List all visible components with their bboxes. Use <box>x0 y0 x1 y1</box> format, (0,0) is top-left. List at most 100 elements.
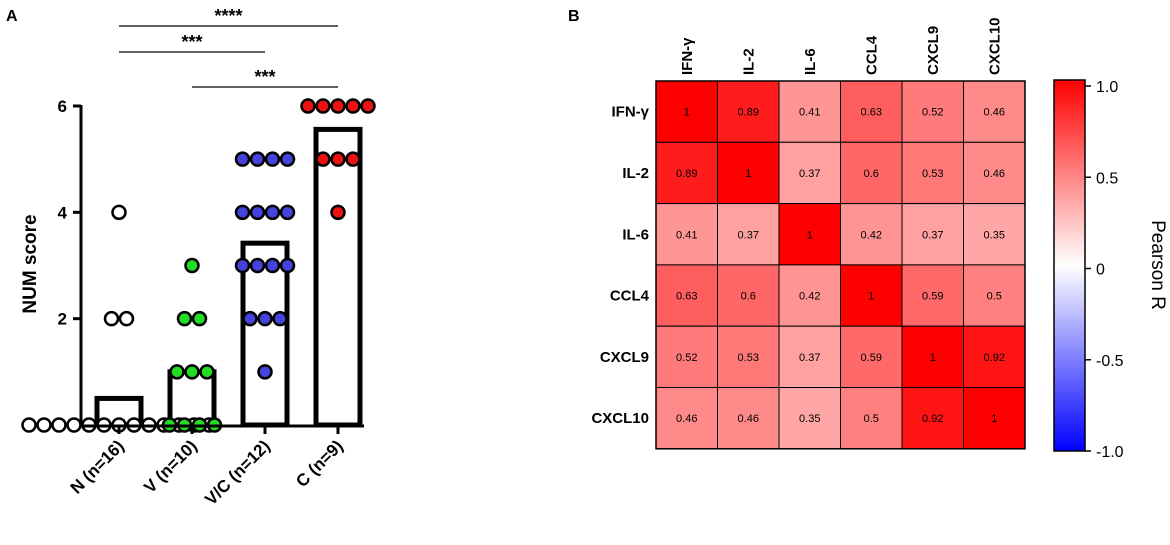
heatmap-cell-value: 0.41 <box>676 229 697 241</box>
heatmap-cell-value: 0.42 <box>799 291 820 303</box>
significance-label: *** <box>181 32 202 52</box>
row-label: IL-2 <box>622 165 649 182</box>
heatmap-cell-value: 0.46 <box>984 168 1005 180</box>
data-point <box>279 204 296 221</box>
column-label: CCL4 <box>863 35 880 75</box>
significance-label: *** <box>254 67 275 87</box>
heatmap-cell-value: 1 <box>868 291 874 303</box>
heatmap-border <box>655 80 1026 450</box>
heatmap-cell-value: 0.37 <box>922 229 943 241</box>
colorbar-tick-label: 0 <box>1096 262 1105 279</box>
data-point <box>36 417 52 433</box>
data-point <box>234 151 251 167</box>
heatmap-cell <box>655 203 718 266</box>
data-point <box>360 98 376 114</box>
column-label: IL-2 <box>740 48 757 75</box>
data-point <box>242 310 258 327</box>
heatmap-cell-value: 0.59 <box>861 352 882 364</box>
heatmap-cell <box>778 264 841 327</box>
heatmap-cell-value: 0.35 <box>984 229 1005 241</box>
colorbar-tick-label: 1.0 <box>1096 79 1118 96</box>
data-point <box>345 98 361 114</box>
heatmap-cell <box>901 325 964 389</box>
data-point <box>330 98 346 114</box>
num-score-bar-chart: NUM score 0246 N (n=16)V (n=10)V/C (n=12… <box>20 6 376 509</box>
x-tick-label: V/C (n=12) <box>201 436 274 509</box>
data-point <box>315 151 331 167</box>
data-point <box>249 204 266 221</box>
heatmap-cell <box>778 80 841 143</box>
data-point <box>169 364 185 380</box>
data-point <box>300 98 316 114</box>
heatmap-cell-value: 0.5 <box>864 413 879 425</box>
data-point <box>264 257 281 274</box>
data-point <box>199 364 215 380</box>
row-labels: IFN-γ IL-2 IL-6 CCL4 CXCL9 CXCL10 <box>591 104 650 427</box>
bar-3 <box>313 126 363 428</box>
y-tick-label: 4 <box>58 203 68 222</box>
heatmap-cell-value: 0.37 <box>799 168 820 180</box>
data-point <box>330 204 346 221</box>
row-label: CXCL9 <box>600 349 649 366</box>
heatmap-cell <box>655 264 718 327</box>
data-point <box>279 257 296 274</box>
data-point <box>66 417 82 433</box>
y-tick-label: 2 <box>58 310 67 329</box>
y-axis-title: NUM score <box>20 214 41 313</box>
heatmap-cell-value: 0.6 <box>864 168 879 180</box>
x-axis: N (n=16) V (n=10) V/C (n=12) C (n=9) <box>67 424 364 509</box>
significance-label: **** <box>214 6 242 26</box>
heatmap-cell-value: 0.37 <box>738 229 759 241</box>
heatmap-cell-value: 0.35 <box>799 413 820 425</box>
heatmap-cell <box>963 387 1026 450</box>
panel-b-letter: B <box>568 8 580 25</box>
heatmap-cell <box>717 80 780 143</box>
heatmap-cell-value: 0.52 <box>676 352 697 364</box>
data-point <box>257 310 273 327</box>
heatmap-cell-value: 1 <box>930 352 936 364</box>
column-labels: IFN-γ IL-2 IL-6 CCL4 CXCL9 CXCL10 <box>679 17 1004 75</box>
heatmap-cell-value: 0.37 <box>799 352 820 364</box>
heatmap-cell-value: 0.63 <box>676 291 697 303</box>
heatmap-cell-value: 0.41 <box>799 107 820 119</box>
heatmap-cell-value: 0.46 <box>738 413 759 425</box>
row-label: IFN-γ <box>612 104 650 121</box>
x-tick-label: V (n=10) <box>140 436 201 497</box>
data-point <box>272 310 288 327</box>
significance-brackets: ********** <box>119 6 338 88</box>
heatmap-cell-value: 0.52 <box>922 107 943 119</box>
heatmap-cell-value: 0.6 <box>741 291 756 303</box>
heatmap-cell <box>778 325 841 389</box>
heatmap-cell <box>717 264 780 327</box>
heatmap-cell <box>840 387 903 450</box>
data-point <box>191 310 208 327</box>
data-point <box>279 151 296 167</box>
data-point <box>330 151 346 167</box>
heatmap-cell <box>655 80 718 143</box>
bar-2 <box>240 240 290 428</box>
heatmap-cell-value: 0.46 <box>984 107 1005 119</box>
heatmap-cell-value: 0.53 <box>922 168 943 180</box>
data-point <box>345 151 361 167</box>
data-point <box>257 364 273 380</box>
data-point <box>264 151 281 167</box>
data-point <box>103 310 120 327</box>
row-label: CXCL10 <box>591 410 649 427</box>
heatmap-cell <box>840 203 903 266</box>
data-point <box>21 417 37 433</box>
data-point <box>111 204 127 221</box>
heatmap-cell-value: 0.53 <box>738 352 759 364</box>
y-tick-label: 6 <box>58 97 67 116</box>
data-point <box>234 204 251 221</box>
heatmap-cell-value: 0.63 <box>861 107 882 119</box>
heatmap-cell <box>963 264 1026 327</box>
heatmap-cell-value: 0.89 <box>676 168 697 180</box>
heatmap-cell-value: 0.59 <box>922 291 943 303</box>
heatmap-cells: 1 0.89 0.41 0.63 0.52 0.46 0.89 1 0.37 0.6 0.53 0.4… <box>655 80 1026 450</box>
heatmap-cell <box>655 141 718 205</box>
row-label: CCL4 <box>610 288 650 305</box>
row-label: IL-6 <box>622 226 649 243</box>
data-point <box>184 257 200 274</box>
